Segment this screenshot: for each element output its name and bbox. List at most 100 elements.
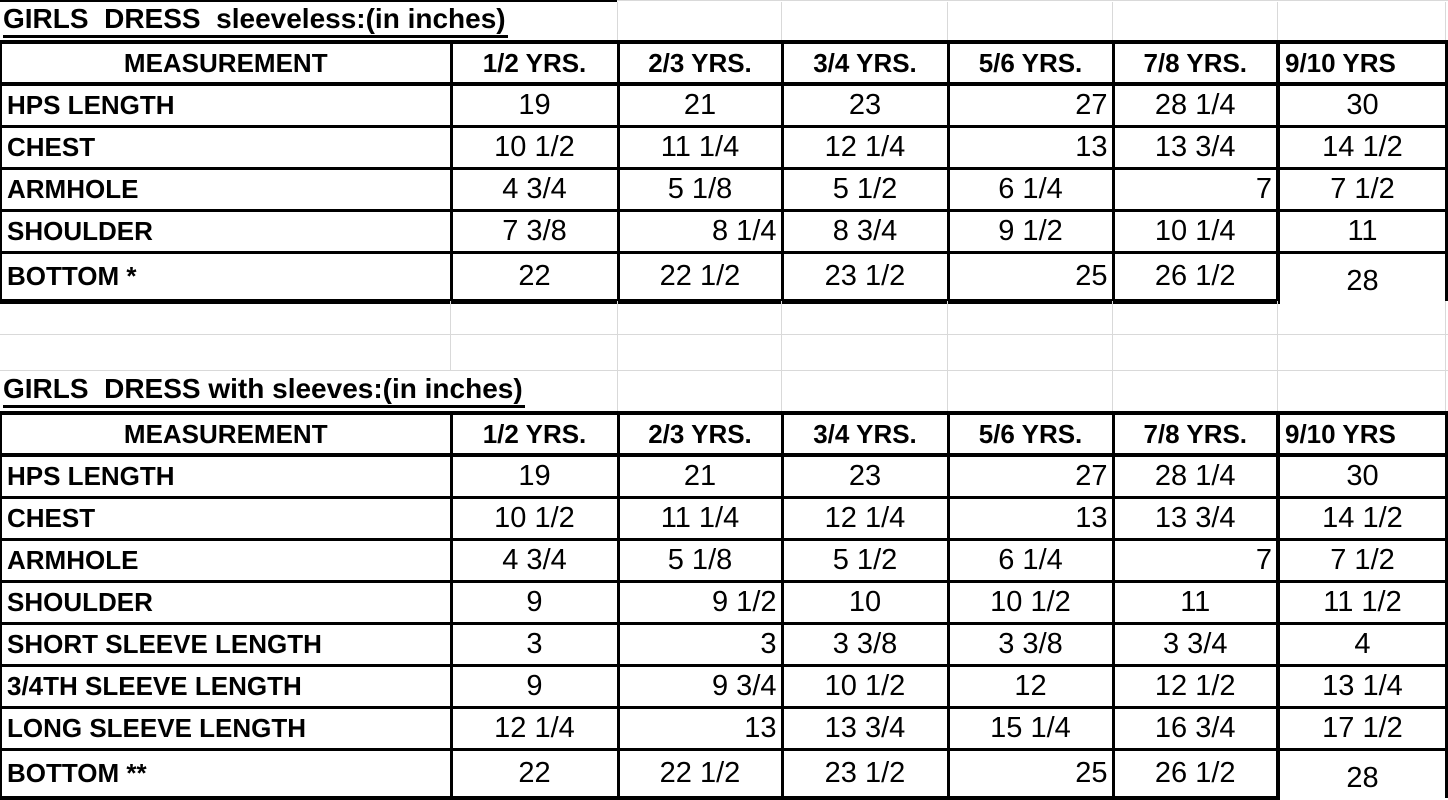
value-cell[interactable]: 23	[780, 453, 950, 499]
value-cell[interactable]: 28 1/4	[1111, 82, 1280, 128]
value-cell[interactable]: 11	[1276, 209, 1448, 254]
value-cell[interactable]: 25	[946, 251, 1115, 304]
value-cell[interactable]: 13 3/4	[780, 706, 950, 751]
value-cell[interactable]: 13 3/4	[1111, 496, 1280, 541]
value-cell[interactable]: 10 1/4	[1111, 209, 1280, 254]
value-cell[interactable]: 10 1/2	[946, 580, 1115, 625]
row-label[interactable]: CHEST	[0, 496, 453, 541]
value-cell[interactable]: 11 1/4	[616, 496, 784, 541]
column-header[interactable]: 5/6 YRS.	[946, 40, 1115, 86]
value-cell[interactable]: 8 3/4	[780, 209, 950, 254]
value-cell[interactable]: 5 1/2	[780, 538, 950, 583]
value-cell[interactable]: 13	[946, 125, 1115, 170]
column-header[interactable]: 5/6 YRS.	[946, 411, 1115, 457]
value-cell[interactable]: 12 1/2	[1111, 664, 1280, 709]
value-cell[interactable]: 15 1/4	[946, 706, 1115, 751]
value-cell[interactable]: 4	[1276, 622, 1448, 667]
value-cell[interactable]: 11 1/2	[1276, 580, 1448, 625]
row-label[interactable]: CHEST	[0, 125, 453, 170]
value-cell[interactable]: 13	[616, 706, 784, 751]
value-cell[interactable]: 10 1/2	[449, 496, 620, 541]
row-label[interactable]: SHOULDER	[0, 580, 453, 625]
value-cell[interactable]: 21	[616, 453, 784, 499]
value-cell[interactable]: 4 3/4	[449, 167, 620, 212]
value-cell[interactable]: 17 1/2	[1276, 706, 1448, 751]
value-cell[interactable]: 3 3/8	[780, 622, 950, 667]
value-cell[interactable]: 16 3/4	[1111, 706, 1280, 751]
value-cell[interactable]: 9 1/2	[946, 209, 1115, 254]
value-cell[interactable]: 3 3/4	[1111, 622, 1280, 667]
value-cell[interactable]: 28	[1276, 748, 1448, 798]
value-cell[interactable]: 28 1/4	[1111, 453, 1280, 499]
value-cell[interactable]: 13 3/4	[1111, 125, 1280, 170]
column-header[interactable]: 1/2 YRS.	[449, 40, 620, 86]
value-cell[interactable]: 7 3/8	[449, 209, 620, 254]
value-cell[interactable]: 13	[946, 496, 1115, 541]
value-cell[interactable]: 26 1/2	[1111, 748, 1280, 800]
value-cell[interactable]: 25	[946, 748, 1115, 800]
value-cell[interactable]: 7	[1111, 538, 1280, 583]
row-label[interactable]: BOTTOM **	[0, 748, 453, 800]
value-cell[interactable]: 11 1/4	[616, 125, 784, 170]
value-cell[interactable]: 10	[780, 580, 950, 625]
value-cell[interactable]: 4 3/4	[449, 538, 620, 583]
column-header[interactable]: MEASUREMENT	[0, 411, 453, 457]
column-header[interactable]: 9/10 YRS	[1276, 40, 1448, 86]
value-cell[interactable]: 22 1/2	[616, 748, 784, 800]
column-header[interactable]: 9/10 YRS	[1276, 411, 1448, 457]
column-header[interactable]: 7/8 YRS.	[1111, 411, 1280, 457]
value-cell[interactable]: 12 1/4	[780, 496, 950, 541]
value-cell[interactable]: 22 1/2	[616, 251, 784, 304]
table1-title[interactable]: GIRLS DRESS sleeveless:(in inches)	[3, 4, 508, 38]
table2-title[interactable]: GIRLS DRESS with sleeves:(in inches)	[3, 374, 525, 408]
value-cell[interactable]: 7 1/2	[1276, 167, 1448, 212]
value-cell[interactable]: 6 1/4	[946, 167, 1115, 212]
value-cell[interactable]: 3 3/8	[946, 622, 1115, 667]
row-label[interactable]: SHORT SLEEVE LENGTH	[0, 622, 453, 667]
value-cell[interactable]: 5 1/8	[616, 167, 784, 212]
value-cell[interactable]: 5 1/8	[616, 538, 784, 583]
value-cell[interactable]: 23 1/2	[780, 748, 950, 800]
value-cell[interactable]: 7	[1111, 167, 1280, 212]
value-cell[interactable]: 14 1/2	[1276, 125, 1448, 170]
value-cell[interactable]: 10 1/2	[780, 664, 950, 709]
value-cell[interactable]: 8 1/4	[616, 209, 784, 254]
value-cell[interactable]: 5 1/2	[780, 167, 950, 212]
value-cell[interactable]: 9 1/2	[616, 580, 784, 625]
value-cell[interactable]: 3	[449, 622, 620, 667]
row-label[interactable]: BOTTOM *	[0, 251, 453, 304]
row-label[interactable]: HPS LENGTH	[0, 453, 453, 499]
value-cell[interactable]: 22	[449, 251, 620, 304]
row-label[interactable]: LONG SLEEVE LENGTH	[0, 706, 453, 751]
value-cell[interactable]: 27	[946, 82, 1115, 128]
value-cell[interactable]: 30	[1276, 453, 1448, 499]
value-cell[interactable]: 6 1/4	[946, 538, 1115, 583]
value-cell[interactable]: 7 1/2	[1276, 538, 1448, 583]
value-cell[interactable]: 9	[449, 580, 620, 625]
value-cell[interactable]: 26 1/2	[1111, 251, 1280, 304]
value-cell[interactable]: 12	[946, 664, 1115, 709]
value-cell[interactable]: 9	[449, 664, 620, 709]
value-cell[interactable]: 11	[1111, 580, 1280, 625]
value-cell[interactable]: 23	[780, 82, 950, 128]
value-cell[interactable]: 22	[449, 748, 620, 800]
column-header[interactable]: 1/2 YRS.	[449, 411, 620, 457]
value-cell[interactable]: 10 1/2	[449, 125, 620, 170]
value-cell[interactable]: 27	[946, 453, 1115, 499]
value-cell[interactable]: 28	[1276, 251, 1448, 301]
column-header[interactable]: 7/8 YRS.	[1111, 40, 1280, 86]
row-label[interactable]: SHOULDER	[0, 209, 453, 254]
value-cell[interactable]: 12 1/4	[449, 706, 620, 751]
value-cell[interactable]: 19	[449, 453, 620, 499]
column-header[interactable]: MEASUREMENT	[0, 40, 453, 86]
row-label[interactable]: HPS LENGTH	[0, 82, 453, 128]
row-label[interactable]: ARMHOLE	[0, 538, 453, 583]
value-cell[interactable]: 9 3/4	[616, 664, 784, 709]
value-cell[interactable]: 19	[449, 82, 620, 128]
row-label[interactable]: ARMHOLE	[0, 167, 453, 212]
value-cell[interactable]: 21	[616, 82, 784, 128]
value-cell[interactable]: 12 1/4	[780, 125, 950, 170]
value-cell[interactable]: 14 1/2	[1276, 496, 1448, 541]
value-cell[interactable]: 3	[616, 622, 784, 667]
value-cell[interactable]: 23 1/2	[780, 251, 950, 304]
